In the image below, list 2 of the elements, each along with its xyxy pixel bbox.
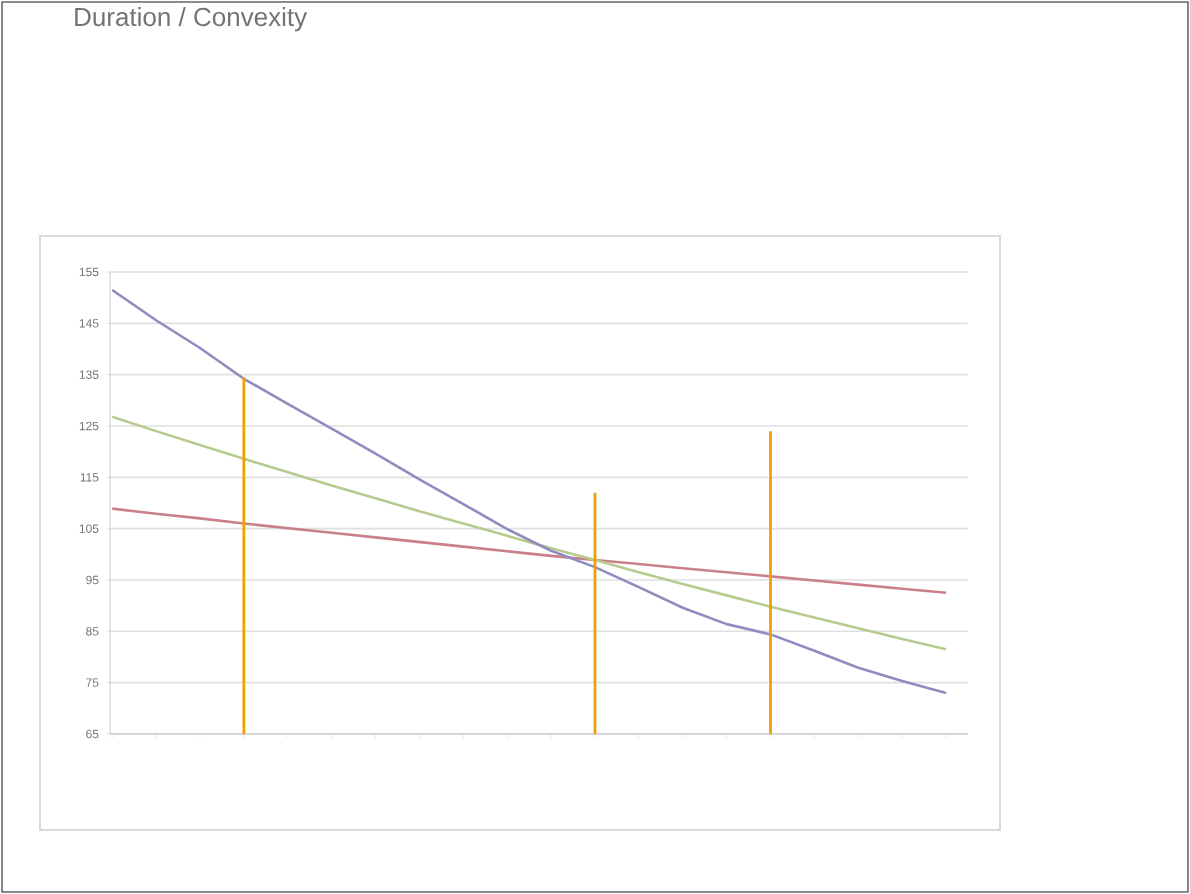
chart-title: Duration / Convexity <box>75 7 308 32</box>
line-series <box>110 288 948 695</box>
